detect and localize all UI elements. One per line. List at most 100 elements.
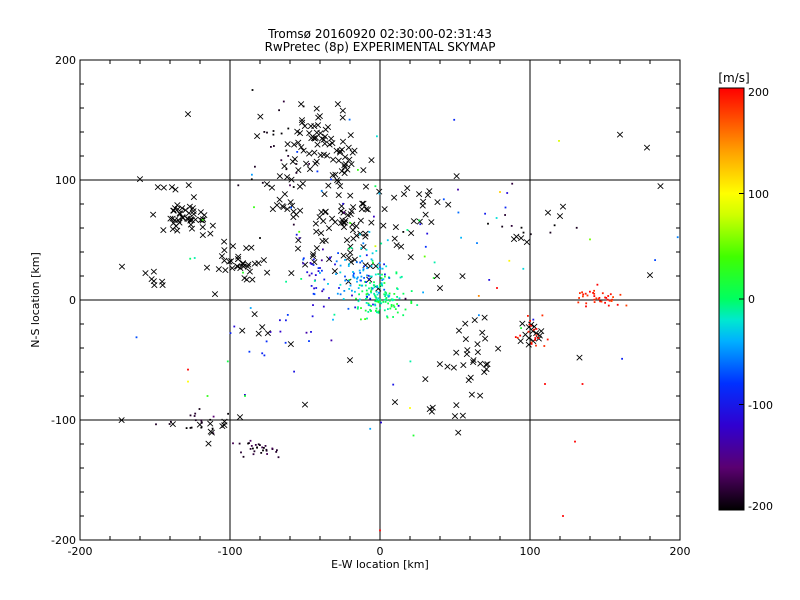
data-point-dot — [442, 198, 445, 201]
data-point-dot — [372, 303, 374, 306]
data-point-dot — [190, 426, 193, 429]
colorbar-tick-label: -200 — [748, 500, 773, 513]
data-point-cross: × — [406, 251, 415, 264]
data-point-dot — [357, 287, 360, 289]
data-point-cross: × — [278, 200, 287, 213]
data-point-dot — [378, 286, 381, 289]
data-point-dot — [597, 298, 600, 300]
data-point-cross: × — [188, 202, 197, 215]
data-point-cross: × — [543, 206, 552, 219]
data-point-dot — [286, 314, 289, 316]
data-point-cross: × — [288, 155, 297, 168]
colorbar-tick-label: 200 — [748, 86, 769, 99]
data-point-dot — [247, 442, 249, 445]
data-point-cross: × — [375, 185, 384, 198]
data-point-dot — [360, 275, 363, 278]
data-point-dot — [295, 172, 298, 174]
data-point-cross: × — [198, 221, 207, 234]
data-point-dot — [385, 293, 387, 296]
data-point-dot — [275, 451, 278, 453]
data-point-dot — [271, 447, 274, 450]
data-point-dot — [366, 317, 368, 320]
data-point-dot — [194, 412, 197, 415]
data-point-dot — [350, 247, 353, 249]
data-point-dot — [321, 269, 323, 272]
colorbar-ticks — [739, 87, 744, 511]
data-point-cross: × — [289, 138, 298, 151]
data-point-cross: × — [338, 111, 347, 124]
x-tick-label: 0 — [377, 545, 384, 558]
data-point-dot — [654, 259, 656, 261]
data-point-cross: × — [268, 202, 277, 215]
data-point-cross: × — [287, 173, 296, 186]
data-point-dot — [348, 263, 351, 265]
data-point-dot — [589, 238, 591, 241]
data-point-dot — [390, 305, 393, 308]
data-point-cross: × — [478, 326, 487, 339]
data-point-cross: × — [421, 208, 430, 221]
data-point-cross: × — [324, 253, 333, 266]
data-point-dot — [621, 357, 623, 360]
data-point-dot — [499, 191, 501, 193]
data-point-cross: × — [332, 173, 341, 186]
data-point-cross: × — [316, 127, 325, 140]
data-point-dot — [363, 265, 365, 268]
data-point-dot — [519, 334, 522, 337]
data-point-cross: × — [333, 98, 342, 111]
data-point-cross: × — [346, 246, 355, 259]
colorbar-tick-label: 100 — [748, 188, 769, 201]
data-point-dot — [265, 340, 268, 343]
data-point-cross: × — [473, 338, 482, 351]
data-point-dot — [266, 131, 268, 134]
data-point-dot — [339, 293, 342, 296]
grid — [80, 60, 680, 540]
data-point-dot — [394, 308, 397, 310]
data-point-dot — [382, 278, 385, 281]
data-point-cross: × — [343, 163, 352, 176]
data-point-dot — [194, 419, 197, 422]
data-point-cross: × — [305, 163, 314, 176]
data-point-cross: × — [254, 256, 263, 269]
data-point-dot — [351, 289, 353, 292]
data-point-cross: × — [206, 227, 215, 240]
data-point-dot — [254, 444, 257, 446]
data-point-cross: × — [326, 132, 335, 145]
data-point-dot — [404, 297, 407, 300]
data-point-dot — [319, 267, 321, 269]
data-point-cross: × — [396, 240, 405, 253]
data-point-dot — [344, 259, 346, 261]
data-point-cross: × — [480, 365, 489, 378]
data-point-dot — [244, 394, 246, 396]
data-point-dot — [355, 297, 357, 300]
data-point-cross: × — [374, 282, 383, 295]
data-point-cross: × — [159, 181, 168, 194]
data-point-cross: × — [415, 215, 424, 228]
data-point-dot — [377, 297, 380, 300]
data-point-dot — [227, 412, 229, 415]
data-point-cross: × — [320, 137, 329, 150]
data-point-cross: × — [334, 188, 343, 201]
data-point-cross: × — [186, 212, 195, 225]
data-point-dot — [310, 331, 312, 333]
data-point-dot — [398, 297, 401, 300]
data-point-cross: × — [256, 110, 265, 123]
data-point-dot — [395, 272, 398, 275]
data-point-cross: × — [166, 212, 175, 225]
data-point-dot — [593, 298, 596, 301]
data-point-dot — [293, 370, 295, 373]
data-point-dot — [260, 452, 263, 454]
data-point-dot — [310, 263, 313, 265]
data-point-dot — [375, 307, 378, 310]
data-point-cross: × — [296, 97, 305, 110]
data-point-cross: × — [425, 185, 434, 198]
data-point-dot — [504, 206, 507, 209]
data-point-dot — [366, 274, 368, 277]
data-point-dot — [376, 135, 378, 138]
data-point-dot — [289, 184, 291, 187]
data-point-dot — [250, 178, 253, 181]
data-point-dot — [357, 169, 359, 171]
data-point-dot — [309, 262, 312, 264]
data-point-cross: × — [283, 138, 292, 151]
data-point-cross: × — [449, 361, 458, 374]
data-point-cross: × — [221, 264, 230, 277]
